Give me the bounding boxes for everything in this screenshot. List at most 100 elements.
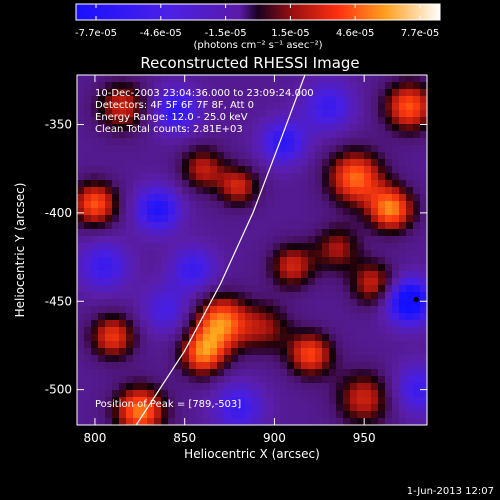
heatmap-cell	[84, 166, 92, 174]
heatmap-cell	[308, 257, 316, 265]
heatmap-cell	[77, 341, 85, 349]
heatmap-cell	[147, 138, 155, 146]
heatmap-cell	[147, 334, 155, 342]
heatmap-cell	[392, 362, 400, 370]
heatmap-cell	[189, 110, 197, 118]
heatmap-cell	[350, 390, 358, 398]
heatmap-cell	[182, 138, 190, 146]
heatmap-cell	[308, 376, 316, 384]
heatmap-cell	[175, 320, 183, 328]
heatmap-cell	[189, 75, 197, 83]
heatmap-cell	[301, 166, 309, 174]
heatmap-cell	[392, 264, 400, 272]
heatmap-cell	[385, 355, 393, 363]
heatmap-cell	[357, 222, 365, 230]
heatmap-cell	[189, 180, 197, 188]
heatmap-cell	[308, 362, 316, 370]
heatmap-cell	[406, 313, 414, 321]
heatmap-cell	[336, 264, 344, 272]
heatmap-cell	[392, 418, 400, 425]
heatmap-cell	[308, 110, 316, 118]
heatmap-cell	[322, 341, 330, 349]
heatmap-cell	[315, 418, 323, 425]
heatmap-cell	[378, 215, 386, 223]
heatmap-cell	[378, 173, 386, 181]
heatmap-cell	[133, 166, 141, 174]
heatmap-cell	[168, 404, 176, 412]
heatmap-cell	[266, 397, 274, 405]
heatmap-cell	[161, 124, 169, 132]
heatmap-cell	[182, 243, 190, 251]
heatmap-cell	[280, 390, 288, 398]
heatmap-cell	[252, 222, 260, 230]
heatmap-cell	[322, 236, 330, 244]
heatmap-cell	[105, 285, 113, 293]
heatmap-cell	[322, 110, 330, 118]
heatmap-cell	[140, 82, 148, 90]
heatmap-cell	[196, 82, 204, 90]
heatmap-cell	[224, 222, 232, 230]
heatmap-cell	[252, 369, 260, 377]
heatmap-cell	[287, 285, 295, 293]
heatmap-cell	[385, 390, 393, 398]
heatmap-cell	[385, 82, 393, 90]
heatmap-cell	[203, 152, 211, 160]
heatmap-cell	[322, 348, 330, 356]
heatmap-cell	[378, 166, 386, 174]
heatmap-cell	[259, 166, 267, 174]
heatmap-cell	[406, 159, 414, 167]
heatmap-cell	[420, 166, 427, 174]
heatmap-cell	[77, 194, 85, 202]
heatmap-cell	[294, 166, 302, 174]
heatmap-cell	[287, 152, 295, 160]
heatmap-cell	[266, 173, 274, 181]
heatmap-cell	[399, 215, 407, 223]
heatmap-cell	[364, 376, 372, 384]
heatmap-cell	[175, 362, 183, 370]
heatmap-cell	[98, 75, 106, 83]
heatmap-cell	[322, 292, 330, 300]
heatmap-cell	[133, 180, 141, 188]
heatmap-cell	[252, 82, 260, 90]
heatmap-cell	[196, 257, 204, 265]
heatmap-cell	[329, 271, 337, 279]
heatmap-cell	[322, 208, 330, 216]
heatmap-cell	[112, 187, 120, 195]
heatmap-cell	[189, 271, 197, 279]
heatmap-cell	[182, 285, 190, 293]
heatmap-cell	[322, 229, 330, 237]
heatmap-cell	[378, 82, 386, 90]
heatmap-cell	[378, 145, 386, 153]
heatmap-cell	[126, 89, 134, 97]
heatmap-cell	[378, 376, 386, 384]
heatmap-cell	[112, 348, 120, 356]
heatmap-cell	[196, 159, 204, 167]
heatmap-cell	[350, 418, 358, 425]
heatmap-cell	[259, 362, 267, 370]
heatmap-cell	[329, 103, 337, 111]
heatmap-cell	[364, 390, 372, 398]
heatmap-cell	[189, 103, 197, 111]
heatmap-cell	[308, 187, 316, 195]
heatmap-cell	[413, 117, 421, 125]
heatmap-cell	[126, 404, 134, 412]
heatmap-cell	[224, 89, 232, 97]
heatmap-cell	[231, 271, 239, 279]
heatmap-cell	[203, 383, 211, 391]
heatmap-cell	[84, 103, 92, 111]
heatmap-cell	[231, 75, 239, 83]
heatmap-cell	[420, 82, 427, 90]
heatmap-cell	[315, 271, 323, 279]
heatmap-cell	[420, 306, 427, 314]
heatmap-cell	[140, 313, 148, 321]
heatmap-cell	[252, 180, 260, 188]
heatmap-cell	[189, 166, 197, 174]
heatmap-cell	[126, 75, 134, 83]
heatmap-cell	[301, 411, 309, 419]
heatmap-cell	[315, 131, 323, 139]
heatmap-cell	[161, 222, 169, 230]
heatmap-cell	[406, 257, 414, 265]
heatmap-cell	[280, 397, 288, 405]
heatmap-cell	[399, 180, 407, 188]
heatmap-cell	[252, 327, 260, 335]
